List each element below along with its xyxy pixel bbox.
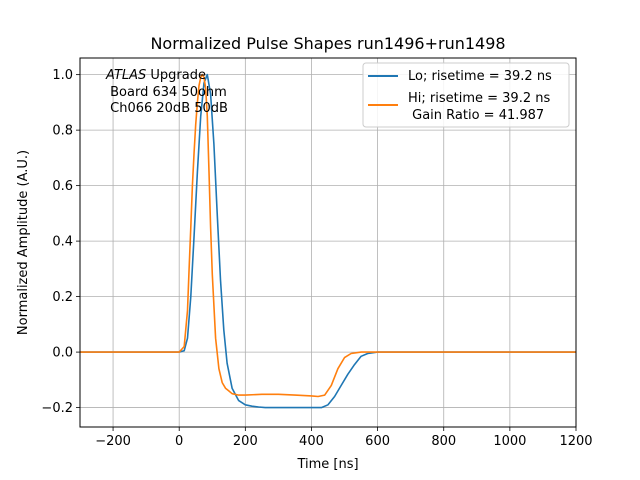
y-tick-label: 0.6 <box>52 179 73 194</box>
annotation-line-2: Board 634 50ohm <box>106 85 227 100</box>
y-tick-label: 1.0 <box>52 68 73 83</box>
atlas-label: ATLAS <box>105 68 146 83</box>
legend: Lo; risetime = 39.2 ns Hi; risetime = 39… <box>362 62 570 128</box>
annotation-line-3: Ch066 20dB 50dB <box>106 101 228 116</box>
y-tick-label: 0.0 <box>52 346 73 361</box>
y-tick-label: 0.4 <box>52 235 73 250</box>
atlas-annotation: ATLAS Upgrade Board 634 50ohm Ch066 20dB… <box>105 68 228 116</box>
x-tick-label: −200 <box>95 434 131 449</box>
y-tick-label: 0.2 <box>52 290 73 305</box>
axis-ticks: −200 0 200 400 600 800 1000 1200 −0.2 0.0 0.2 0.4 0.… <box>41 68 592 449</box>
legend-box <box>362 62 570 128</box>
x-axis-label: Time [ns] <box>296 457 358 472</box>
x-tick-label: 600 <box>365 434 390 449</box>
annotation-upgrade: Upgrade <box>146 68 206 83</box>
annotation-line-1: ATLAS Upgrade <box>105 68 206 83</box>
legend-label-hi-gain: Gain Ratio = 41.987 <box>408 108 544 123</box>
chart-title: Normalized Pulse Shapes run1496+run1498 <box>150 34 505 53</box>
x-tick-label: 0 <box>175 434 183 449</box>
series-line-hi <box>80 73 576 398</box>
legend-label-lo: Lo; risetime = 39.2 ns <box>408 69 552 84</box>
y-axis-label: Normalized Amplitude (A.U.) <box>16 150 31 335</box>
y-tick-label: 0.8 <box>52 124 73 139</box>
x-tick-label: 200 <box>233 434 258 449</box>
x-tick-label: 800 <box>431 434 456 449</box>
x-tick-label: 400 <box>299 434 324 449</box>
plot-frame <box>79 57 577 428</box>
x-tick-label: 1000 <box>493 434 526 449</box>
legend-label-hi: Hi; risetime = 39.2 ns <box>408 91 550 106</box>
x-tick-label: 1200 <box>559 434 592 449</box>
y-tick-label: −0.2 <box>41 401 73 416</box>
plot-series <box>80 73 576 409</box>
